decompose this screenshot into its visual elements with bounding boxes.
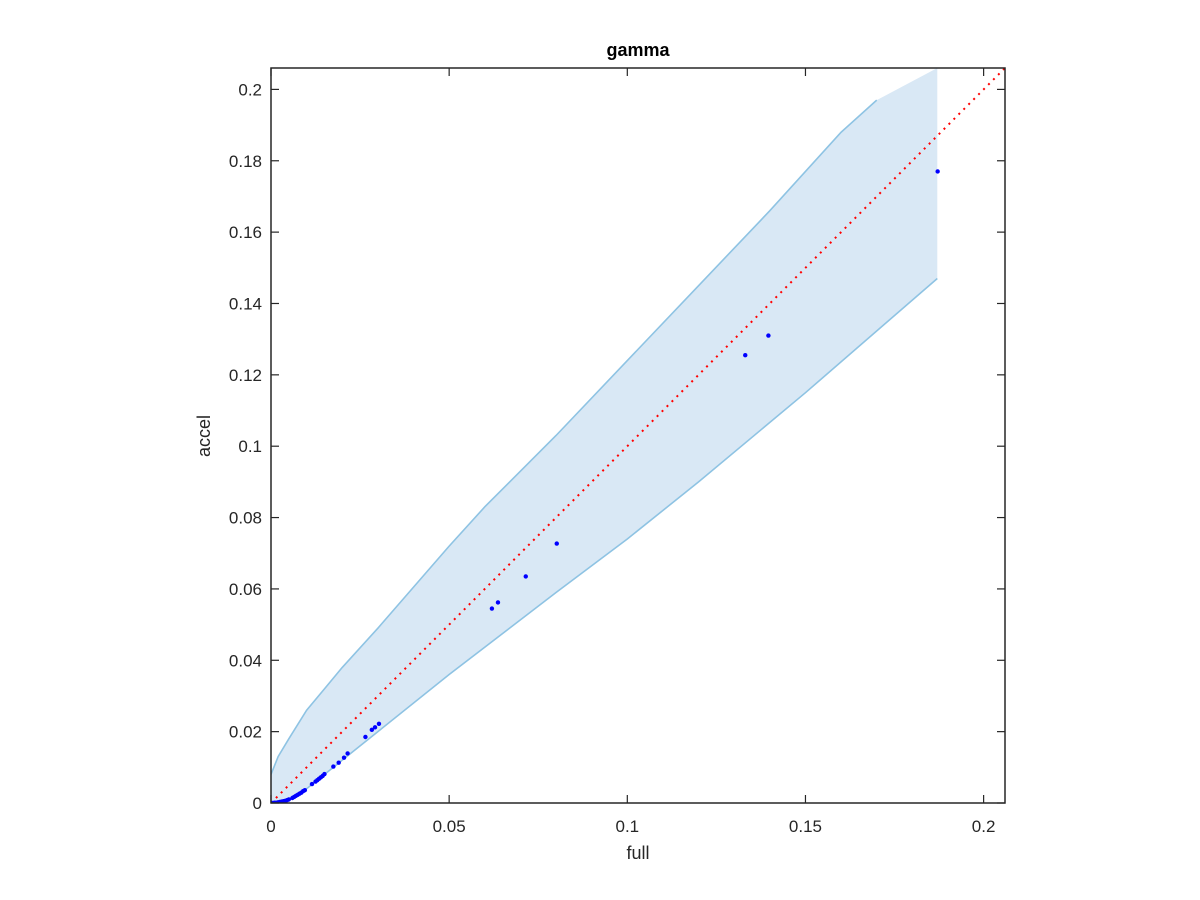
y-tick-label: 0.18 — [229, 152, 262, 171]
y-axis-label: accel — [194, 415, 214, 457]
y-tick-label: 0.14 — [229, 294, 262, 313]
y-tick-label: 0 — [253, 794, 262, 813]
y-tick-label: 0.08 — [229, 509, 262, 528]
data-point — [935, 169, 940, 174]
y-tick-label: 0.04 — [229, 651, 262, 670]
axes-frame — [270, 67, 1006, 804]
x-axis-ticks: 0 0.05 0.1 0.15 0.2 — [266, 68, 995, 836]
x-tick-label: 0.05 — [433, 817, 466, 836]
data-point — [495, 600, 501, 605]
y-tick-label: 0.06 — [229, 580, 262, 599]
data-point — [302, 787, 308, 793]
data-point — [523, 574, 528, 579]
x-tick-label: 0.2 — [972, 817, 996, 836]
data-point — [286, 797, 292, 802]
x-tick-label: 0.1 — [615, 817, 639, 836]
y-tick-label: 0.2 — [238, 80, 262, 99]
y-tick-label: 0.16 — [229, 223, 262, 242]
data-point — [341, 755, 347, 760]
data-point — [322, 771, 327, 777]
data-points — [271, 169, 940, 803]
band-upper-edge — [271, 99, 878, 775]
data-point — [345, 751, 350, 756]
chart-title: gamma — [606, 40, 670, 60]
data-point — [743, 353, 748, 358]
data-point — [363, 734, 368, 740]
data-point — [376, 721, 382, 726]
data-point — [489, 606, 495, 611]
data-point — [372, 725, 378, 730]
data-point — [331, 764, 336, 769]
y-tick-label: 0.02 — [229, 723, 262, 742]
data-point — [336, 760, 341, 765]
identity-reference-line — [271, 68, 1005, 803]
x-tick-label: 0.15 — [789, 817, 822, 836]
data-point — [766, 333, 771, 338]
y-tick-label: 0.1 — [238, 437, 262, 456]
y-axis-ticks: 0 0.02 0.04 0.06 0.08 0.1 0.12 0.14 0.16 0.18 0.2 — [229, 80, 1005, 813]
data-point — [554, 541, 559, 546]
x-axis-label: full — [626, 843, 649, 863]
y-tick-label: 0.12 — [229, 366, 262, 385]
x-tick-label: 0 — [266, 817, 275, 836]
data-point — [369, 727, 375, 733]
data-point — [309, 781, 315, 787]
confidence-band — [271, 68, 938, 803]
